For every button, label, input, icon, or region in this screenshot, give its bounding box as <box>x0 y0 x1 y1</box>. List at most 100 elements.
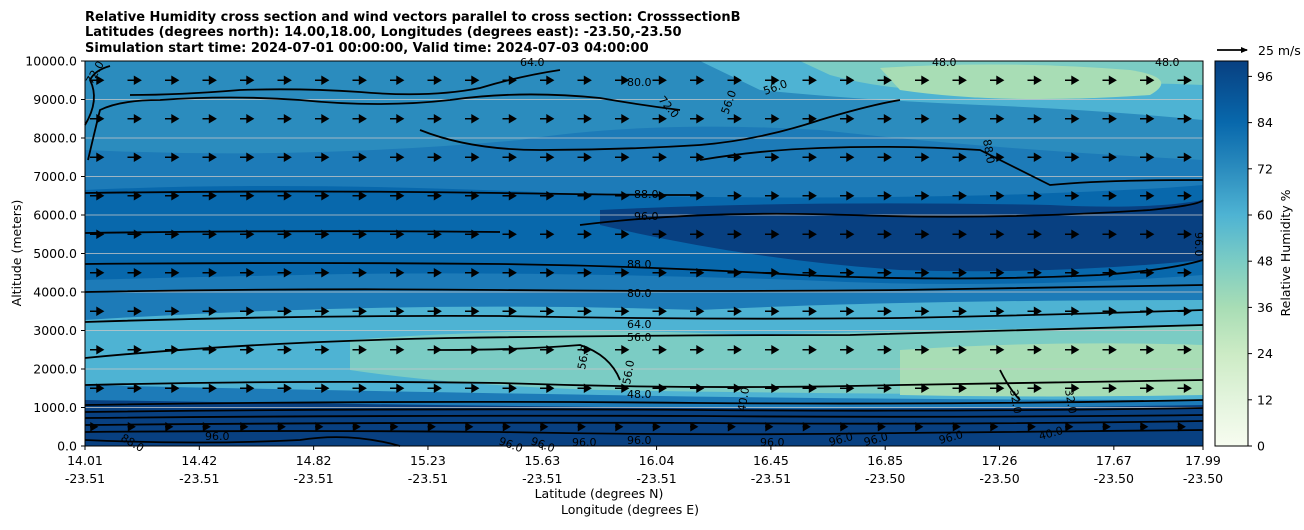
wind-vector-arrow <box>390 268 405 278</box>
wind-vector-arrow <box>765 345 780 355</box>
wind-vectors <box>90 75 1192 432</box>
contour-label: 64.0 <box>627 318 652 331</box>
y-tick-label: 10000.0 <box>25 54 77 69</box>
colorbar-label: Relative Humidity % <box>1278 189 1293 316</box>
wind-vector-arrow <box>127 422 136 432</box>
wind-vector-arrow <box>765 229 780 239</box>
wind-vector-arrow <box>990 383 1005 393</box>
wind-vector-arrow <box>202 383 217 393</box>
chart-title-line-3: Simulation start time: 2024-07-01 00:00:… <box>85 41 649 56</box>
wind-vector-arrow <box>727 422 736 432</box>
colorbar-gradient <box>1214 60 1249 447</box>
wind-vector-arrow <box>315 345 330 355</box>
wind-vector-arrow <box>577 114 592 124</box>
x-tick-lon-label: -23.50 <box>1094 471 1134 486</box>
x-tick-lat-label: 15.23 <box>410 453 446 468</box>
wind-vector-arrow <box>465 114 480 124</box>
wind-vector-arrow <box>1027 383 1042 393</box>
x-tick-lon-label: -23.51 <box>522 471 562 486</box>
wind-vector-arrow <box>127 229 142 239</box>
wind-vector-arrow <box>727 114 742 124</box>
wind-vector-arrow <box>315 422 324 432</box>
wind-vector-arrow <box>352 191 367 201</box>
wind-vector-arrow <box>802 191 817 201</box>
wind-vector-arrow <box>652 191 667 201</box>
wind-vector-arrow <box>277 152 292 162</box>
wind-vector-arrow <box>502 306 517 316</box>
wind-vector-arrow <box>877 422 886 432</box>
wind-vector-arrow <box>990 152 1005 162</box>
wind-vector-arrow <box>952 229 967 239</box>
wind-vector-arrow <box>952 75 967 85</box>
y-tick-label: 2000.0 <box>33 362 77 377</box>
wind-vector-arrow <box>427 114 442 124</box>
contour-label: 48.0 <box>932 56 957 69</box>
wind-vector-arrow <box>915 422 924 432</box>
wind-vector-arrow <box>352 229 367 239</box>
wind-vector-arrow <box>615 268 630 278</box>
wind-vector-arrow <box>1177 268 1192 278</box>
wind-vector-arrow <box>502 383 517 393</box>
x-tick-lon-label: -23.51 <box>636 471 676 486</box>
x-tick-lon-label: -23.51 <box>408 471 448 486</box>
x-tick-lon-label: -23.51 <box>179 471 219 486</box>
wind-vector-arrow <box>765 383 780 393</box>
colorbar-tick-label: 60 <box>1257 208 1273 223</box>
wind-vector-arrow <box>990 345 1005 355</box>
wind-vector-arrow <box>390 229 405 239</box>
wind-vector-arrow <box>127 191 142 201</box>
x-axis-label-2: Longitude (degrees E) <box>561 502 699 517</box>
wind-vector-arrow <box>840 268 855 278</box>
wind-vector-arrow <box>840 229 855 239</box>
wind-vector-arrow <box>652 75 667 85</box>
x-tick-lat-label: 16.45 <box>753 453 789 468</box>
wind-vector-arrow <box>465 383 480 393</box>
x-tick-lat-label: 15.63 <box>524 453 560 468</box>
wind-vector-arrow <box>615 191 630 201</box>
wind-vector-arrow <box>802 345 817 355</box>
wind-vector-arrow <box>727 345 742 355</box>
wind-vector-arrow <box>1177 75 1192 85</box>
wind-vector-arrow <box>90 75 105 85</box>
wind-vector-arrow <box>1140 383 1155 393</box>
wind-vector-arrow <box>990 75 1005 85</box>
wind-vector-arrow <box>277 75 292 85</box>
colorbar-tick-label: 12 <box>1257 392 1273 407</box>
wind-vector-arrow <box>427 191 442 201</box>
y-tick-label: 7000.0 <box>33 169 77 184</box>
wind-vector-arrow <box>465 229 480 239</box>
wind-vector-arrow <box>352 345 367 355</box>
wind-vector-arrow <box>952 383 967 393</box>
wind-vector-arrow <box>915 345 930 355</box>
wind-vector-arrow <box>802 306 817 316</box>
wind-vector-arrow <box>1102 75 1117 85</box>
wind-vector-arrow <box>202 114 217 124</box>
wind-vector-arrow <box>727 268 742 278</box>
wind-vector-arrow <box>577 383 592 393</box>
wind-vector-arrow <box>690 345 705 355</box>
wind-vector-arrow <box>615 114 630 124</box>
wind-vector-arrow <box>240 306 255 316</box>
wind-vector-arrow <box>502 422 511 432</box>
wind-vector-arrow <box>240 422 249 432</box>
contour-label: 48.0 <box>627 388 652 401</box>
x-tick-lat-label: 16.85 <box>867 453 903 468</box>
contour-label: 56.0 <box>627 331 652 344</box>
wind-vector-arrow <box>165 152 180 162</box>
x-axis: 14.01 -23.51 14.42 -23.51 14.82 -23.51 15.23 -2… <box>65 446 1223 486</box>
contour-label: 96.0 <box>572 436 597 449</box>
wind-vector-arrow <box>1065 268 1080 278</box>
wind-vector-arrow <box>1177 306 1192 316</box>
wind-vector-arrow <box>577 229 592 239</box>
wind-vector-arrow <box>202 422 211 432</box>
wind-vector-arrow <box>390 383 405 393</box>
wind-vector-arrow <box>840 114 855 124</box>
wind-vector-arrow <box>1065 229 1080 239</box>
wind-vector-arrow <box>727 191 742 201</box>
wind-vector-arrow <box>915 306 930 316</box>
colorbar-tick-label: 96 <box>1257 69 1273 84</box>
wind-vector-arrow <box>90 152 105 162</box>
wind-vector-arrow <box>502 345 517 355</box>
wind-vector-arrow <box>690 75 705 85</box>
wind-vector-arrow <box>915 114 930 124</box>
